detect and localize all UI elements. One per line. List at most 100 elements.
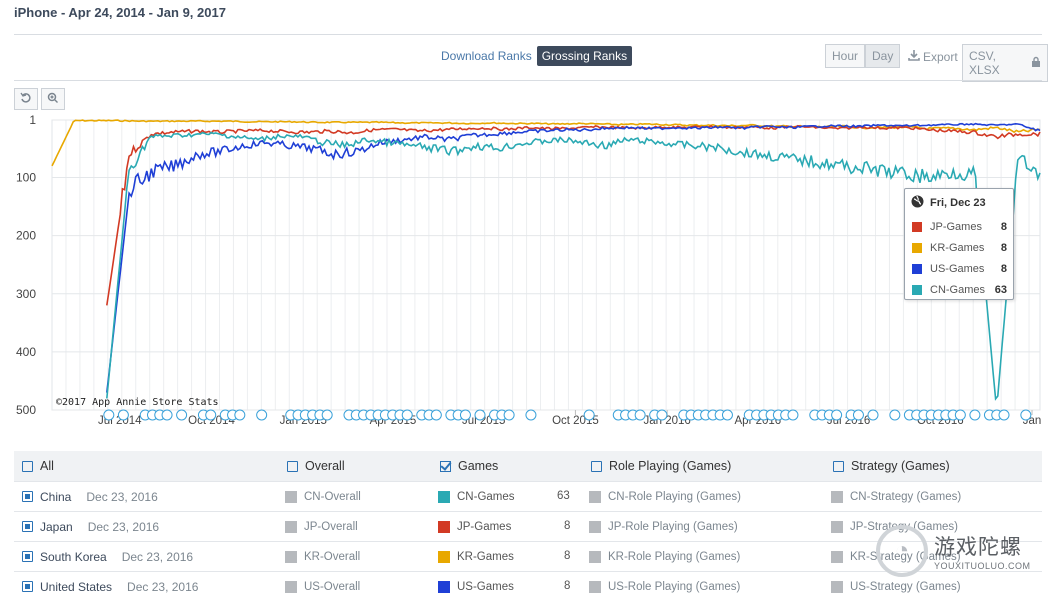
- role-playing-checkbox[interactable]: [591, 460, 602, 472]
- strategy-series-toggle[interactable]: US-Strategy (Games): [831, 580, 961, 593]
- day-button[interactable]: Day: [865, 44, 901, 68]
- series-swatch: [285, 550, 297, 563]
- csv-xlsx-label: CSV, XLSX: [969, 49, 1000, 77]
- divider: [14, 80, 1042, 81]
- role-playing-series-toggle[interactable]: US-Role Playing (Games): [589, 580, 740, 593]
- series-swatch: [285, 490, 297, 503]
- games-toggle[interactable]: Games: [440, 459, 498, 473]
- export-button[interactable]: Export: [908, 49, 958, 64]
- zoom-icon: [47, 92, 59, 107]
- series-swatch: [831, 490, 843, 503]
- event-marker: [852, 409, 864, 421]
- role-playing-series-toggle[interactable]: KR-Role Playing (Games): [589, 550, 741, 563]
- games-series-toggle[interactable]: JP-Games: [438, 520, 512, 533]
- event-marker: [583, 409, 595, 421]
- games-series-toggle[interactable]: CN-Games: [438, 490, 515, 503]
- overall-checkbox[interactable]: [287, 460, 298, 472]
- event-marker: [969, 409, 981, 421]
- role-playing-toggle[interactable]: Role Playing (Games): [591, 459, 731, 473]
- series-legend-table: All Overall Games Role Playing (Games) S…: [14, 451, 1042, 594]
- event-marker: [234, 409, 246, 421]
- strategy-series-toggle[interactable]: CN-Strategy (Games): [831, 490, 962, 503]
- series-label: JP-Role Playing (Games): [608, 520, 738, 533]
- series-swatch: [438, 550, 450, 563]
- all-toggle[interactable]: All: [22, 459, 54, 473]
- event-marker: [831, 409, 843, 421]
- series-swatch: [589, 580, 601, 593]
- tooltip-row-kr: KR-Games 8: [911, 237, 1007, 258]
- overall-toggle[interactable]: Overall: [287, 459, 345, 473]
- tooltip-series-name: KR-Games: [930, 241, 985, 254]
- jp-games-swatch: [912, 221, 922, 232]
- games-series-toggle[interactable]: US-Games: [438, 580, 514, 593]
- event-marker: [161, 409, 173, 421]
- role-playing-series-toggle[interactable]: JP-Role Playing (Games): [589, 520, 738, 533]
- tooltip-row-jp: JP-Games 8: [911, 216, 1007, 237]
- cn-games-swatch: [912, 284, 922, 295]
- kr-games-swatch: [912, 242, 922, 253]
- country-name: China: [40, 489, 72, 504]
- zoom-button[interactable]: [41, 88, 65, 110]
- overall-series-toggle[interactable]: JP-Overall: [285, 520, 358, 533]
- overall-label: Overall: [305, 459, 345, 473]
- chart-tooltip: Fri, Dec 23 JP-Games 8 KR-Games 8 US-Gam…: [904, 188, 1014, 300]
- tooltip-date: Fri, Dec 23: [930, 197, 986, 209]
- country-toggle-japan[interactable]: Japan Dec 23, 2016: [22, 520, 159, 534]
- series-label: CN-Role Playing (Games): [608, 490, 741, 503]
- tooltip-series-value: 8: [1000, 262, 1007, 275]
- event-marker: [430, 409, 442, 421]
- all-label: All: [40, 459, 54, 473]
- games-rank-value: 8: [564, 550, 571, 562]
- grossing-ranks-tab[interactable]: Grossing Ranks: [536, 46, 633, 66]
- role-playing-series-toggle[interactable]: CN-Role Playing (Games): [589, 490, 741, 503]
- country-toggle-south-korea[interactable]: South Korea Dec 23, 2016: [22, 550, 193, 564]
- country-toggle-united-states[interactable]: United States Dec 23, 2016: [22, 580, 198, 594]
- reset-zoom-icon: [20, 92, 32, 107]
- country-checkbox[interactable]: [22, 581, 33, 592]
- download-icon: [908, 49, 920, 64]
- country-checkbox[interactable]: [22, 521, 33, 532]
- event-marker: [103, 409, 115, 421]
- series-swatch: [831, 520, 843, 533]
- country-toggle-china[interactable]: China Dec 23, 2016: [22, 490, 158, 504]
- country-checkbox[interactable]: [22, 551, 33, 562]
- legend-header-row: All Overall Games Role Playing (Games) S…: [14, 451, 1042, 481]
- series-label: KR-Overall: [304, 550, 361, 563]
- legend-row-china: China Dec 23, 2016 CN-Overall CN-Games 6…: [14, 481, 1042, 511]
- y-tick-label: 500: [16, 403, 36, 417]
- event-marker: [176, 409, 188, 421]
- csv-xlsx-button[interactable]: CSV, XLSX: [962, 44, 1048, 82]
- series-swatch: [438, 490, 450, 503]
- hour-button[interactable]: Hour: [825, 44, 866, 68]
- country-checkbox[interactable]: [22, 491, 33, 502]
- tooltip-series-name: US-Games: [930, 262, 985, 275]
- overall-series-toggle[interactable]: CN-Overall: [285, 490, 361, 503]
- overall-series-toggle[interactable]: KR-Overall: [285, 550, 361, 563]
- event-marker: [954, 409, 966, 421]
- row-date: Dec 23, 2016: [127, 579, 199, 594]
- tooltip-series-name: JP-Games: [930, 220, 982, 233]
- series-swatch: [438, 580, 450, 593]
- event-marker: [117, 409, 129, 421]
- series-label: CN-Strategy (Games): [850, 490, 962, 503]
- overall-series-toggle[interactable]: US-Overall: [285, 580, 361, 593]
- games-series-toggle[interactable]: KR-Games: [438, 550, 514, 563]
- all-checkbox[interactable]: [22, 460, 33, 472]
- series-swatch: [831, 580, 843, 593]
- strategy-toggle[interactable]: Strategy (Games): [833, 459, 950, 473]
- games-checkbox[interactable]: [440, 460, 451, 472]
- series-swatch: [589, 550, 601, 563]
- series-label: JP-Games: [457, 520, 512, 533]
- reset-zoom-button[interactable]: [14, 88, 38, 110]
- series-swatch: [831, 550, 843, 563]
- country-name: United States: [40, 579, 113, 594]
- series-line-jp-games: [106, 124, 1041, 306]
- strategy-checkbox[interactable]: [833, 460, 844, 472]
- tooltip-series-value: 8: [1000, 220, 1007, 233]
- row-date: Dec 23, 2016: [86, 489, 158, 504]
- download-ranks-tab[interactable]: Download Ranks: [441, 49, 532, 63]
- series-label: US-Overall: [304, 580, 361, 593]
- y-tick-label: 100: [16, 171, 36, 185]
- series-label: KR-Role Playing (Games): [608, 550, 741, 563]
